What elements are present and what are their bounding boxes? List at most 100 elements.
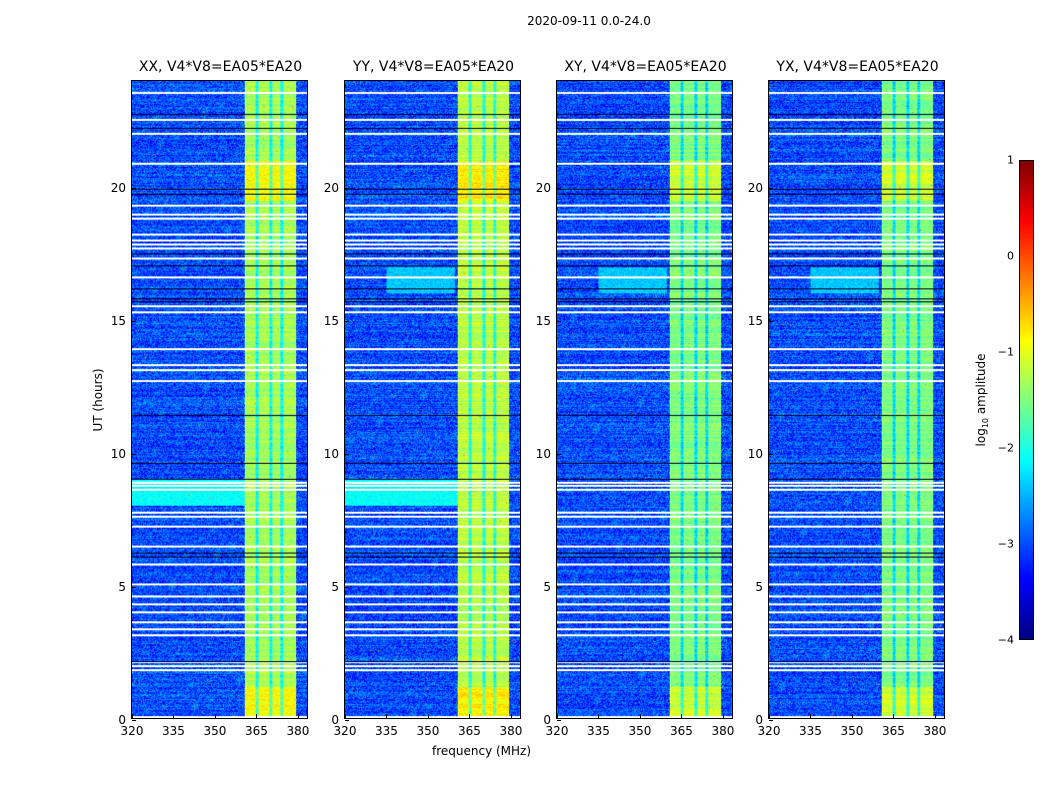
x-tick-mark — [639, 714, 641, 718]
y-tick-label: 20 — [110, 180, 126, 195]
y-tick-mark — [132, 586, 136, 588]
y-tick-mark — [345, 720, 349, 721]
x-tick-label: 335 — [799, 724, 822, 738]
x-tick-mark — [681, 714, 683, 718]
y-tick-mark — [345, 453, 349, 455]
y-tick-mark — [769, 586, 773, 588]
y-tick-label: 15 — [323, 313, 339, 328]
y-tick-mark — [132, 320, 136, 322]
y-tick-mark — [557, 320, 561, 322]
y-tick-label: 0 — [331, 713, 339, 727]
y-tick-label: 10 — [323, 446, 339, 461]
x-tick-mark — [557, 714, 558, 718]
y-tick-mark — [557, 453, 561, 455]
x-tick-mark — [214, 714, 216, 718]
x-tick-label: 320 — [757, 724, 781, 738]
x-tick-label: 380 — [711, 724, 735, 738]
y-tick-mark — [132, 720, 136, 721]
y-tick-mark — [557, 586, 561, 588]
x-tick-label: 380 — [286, 724, 310, 738]
x-tick-mark — [510, 714, 512, 718]
colorbar — [1019, 160, 1034, 640]
colorbar-tick-label: −3 — [997, 537, 1014, 551]
y-axis-label: UT (hours) — [91, 368, 105, 432]
x-tick-label: 380 — [923, 724, 947, 738]
y-tick-label: 15 — [747, 313, 763, 328]
panel-title: XY, V4*V8=EA05*EA20 — [564, 59, 727, 75]
x-tick-label: 365 — [245, 724, 268, 738]
x-tick-mark — [769, 714, 770, 718]
x-tick-mark — [810, 714, 812, 718]
colorbar-label: log10 amplitude — [973, 353, 991, 447]
colorbar-gradient — [1020, 161, 1033, 639]
colorbar-tick-label: −4 — [997, 633, 1014, 647]
y-tick-label: 15 — [110, 313, 126, 328]
panel-title: YY, V4*V8=EA05*EA20 — [352, 59, 515, 75]
y-tick-label: 0 — [543, 713, 551, 727]
x-tick-label: 380 — [499, 724, 523, 738]
x-tick-label: 350 — [416, 724, 440, 738]
x-tick-label: 350 — [840, 724, 864, 738]
y-tick-label: 10 — [747, 446, 763, 461]
heatmap-image — [132, 81, 307, 718]
x-tick-label: 320 — [120, 724, 144, 738]
x-tick-mark — [173, 714, 175, 718]
colorbar-tick-label: 0 — [1007, 249, 1014, 263]
y-tick-mark — [769, 453, 773, 455]
colorbar-tick-label: −2 — [997, 441, 1014, 455]
colorbar-tick-label: −1 — [997, 345, 1014, 359]
x-axis-label: frequency (MHz) — [432, 744, 532, 758]
y-tick-mark — [769, 187, 773, 189]
panel-title: XX, V4*V8=EA05*EA20 — [138, 59, 303, 75]
x-tick-mark — [427, 714, 429, 718]
x-tick-mark — [345, 714, 346, 718]
x-tick-mark — [722, 714, 724, 718]
y-tick-label: 20 — [747, 180, 763, 195]
colorbar-tick-label: 1 — [1007, 153, 1014, 167]
y-tick-label: 5 — [118, 579, 126, 594]
y-tick-label: 5 — [543, 579, 551, 594]
panel-title: YX, V4*V8=EA05*EA20 — [776, 59, 939, 75]
x-tick-mark — [469, 714, 471, 718]
y-tick-mark — [345, 586, 349, 588]
x-tick-mark — [598, 714, 600, 718]
x-tick-mark — [132, 714, 133, 718]
figure-title: 2020-09-11 0.0-24.0 — [527, 14, 651, 28]
y-tick-mark — [345, 320, 349, 322]
y-tick-mark — [769, 720, 773, 721]
y-tick-label: 0 — [118, 713, 126, 727]
y-tick-label: 15 — [535, 313, 551, 328]
y-tick-label: 20 — [323, 180, 339, 195]
y-tick-mark — [557, 187, 561, 189]
y-tick-mark — [769, 320, 773, 322]
x-tick-label: 365 — [882, 724, 905, 738]
y-tick-label: 20 — [535, 180, 551, 195]
y-tick-label: 0 — [755, 713, 763, 727]
x-tick-label: 320 — [333, 724, 357, 738]
x-tick-mark — [934, 714, 936, 718]
x-tick-label: 365 — [670, 724, 693, 738]
y-tick-label: 5 — [331, 579, 339, 594]
y-tick-mark — [345, 187, 349, 189]
y-tick-mark — [132, 187, 136, 189]
heatmap-panel-1: XX, V4*V8=EA05*EA20 320 335 350 365 380 0 5 10 15… — [111, 59, 310, 738]
heatmap-panel-2: YY, V4*V8=EA05*EA20 320 335 350 365 380 0 5 10 15… — [324, 59, 523, 738]
y-tick-mark — [557, 720, 561, 721]
x-tick-label: 365 — [458, 724, 481, 738]
x-tick-label: 350 — [628, 724, 652, 738]
x-tick-label: 320 — [545, 724, 569, 738]
x-tick-label: 335 — [587, 724, 610, 738]
y-tick-mark — [132, 453, 136, 455]
x-tick-mark — [256, 714, 258, 718]
heatmap-panel-4: YX, V4*V8=EA05*EA20 320 335 350 365 380 0 5 10 15… — [748, 59, 947, 738]
x-tick-label: 335 — [162, 724, 185, 738]
x-tick-mark — [893, 714, 895, 718]
y-tick-label: 10 — [110, 446, 126, 461]
y-tick-label: 5 — [755, 579, 763, 594]
heatmap-image — [769, 81, 944, 718]
x-tick-label: 335 — [375, 724, 398, 738]
y-tick-label: 10 — [535, 446, 551, 461]
x-tick-mark — [297, 714, 299, 718]
heatmap-panel-3: XY, V4*V8=EA05*EA20 320 335 350 365 380 0 5 10 15… — [536, 59, 735, 738]
